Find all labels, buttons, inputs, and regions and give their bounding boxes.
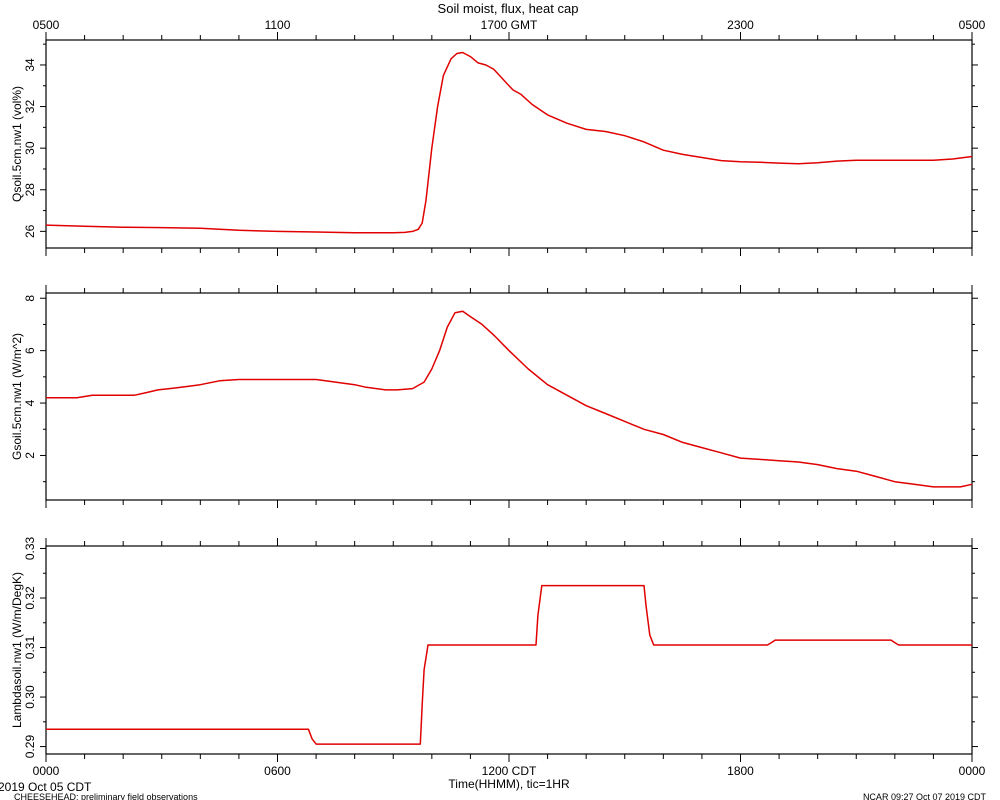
y-tick-label: 6 <box>23 347 37 354</box>
footer-project: CHEESEHEAD: preliminary field observatio… <box>14 792 198 800</box>
bottom-axis-label: 0600 <box>264 764 291 778</box>
top-axis-label: 1100 <box>265 18 291 32</box>
series-line-1 <box>46 584 972 745</box>
y-tick-label: 32 <box>23 100 37 114</box>
y-tick-label: 0.31 <box>23 636 37 660</box>
y-tick-label: 26 <box>23 224 37 238</box>
bottom-axis-label: 1200 CDT <box>482 764 537 778</box>
top-axis-label: 0500 <box>959 18 986 32</box>
x-axis-label: Time(HHMM), tic=1HR <box>448 777 570 791</box>
footer-date: 2019 Oct 05 CDT <box>0 780 92 794</box>
bottom-axis-label: 0000 <box>33 764 60 778</box>
y-tick-label: 0.33 <box>23 536 37 560</box>
series-line-1 <box>45 51 973 234</box>
panel-3: 0.29 0.30 0.31 0.32 0.33 Lambdasoil.nw1 (W/m/… <box>10 536 986 791</box>
top-axis-label: 0500 <box>33 18 60 32</box>
figure-title: Soil moist, flux, heat cap <box>438 1 579 16</box>
footer-credit: NCAR 09:27 Oct 07 2019 CDT <box>863 792 987 800</box>
y-tick-label: 30 <box>23 141 37 155</box>
y-axis-label: Qsoil.5cm.nw1 (vol%) <box>10 86 24 202</box>
y-tick-label: 0.32 <box>23 586 37 610</box>
bottom-axis-label: 0000 <box>959 764 986 778</box>
series-line-1 <box>46 310 973 488</box>
panel-2: 2 4 6 8 Gsoil.5cm.nw1 (W/m^2) <box>10 285 978 508</box>
y-tick-label: 2 <box>23 452 37 459</box>
top-axis-label: 2300 <box>727 18 754 32</box>
y-tick-label: 0.30 <box>23 685 37 709</box>
y-axis-label: Lambdasoil.nw1 (W/m/DegK) <box>10 572 24 728</box>
y-tick-label: 4 <box>23 399 37 406</box>
panel-1: 26 28 30 32 34 Qsoil.5cm.nw1 (vol%) 0500 1100 17… <box>10 18 986 256</box>
y-axis-label: Gsoil.5cm.nw1 (W/m^2) <box>10 333 24 460</box>
y-tick-label: 28 <box>23 183 37 197</box>
y-tick-label: 34 <box>23 58 37 72</box>
bottom-axis-label: 1800 <box>727 764 754 778</box>
top-axis-label: 1700 GMT <box>481 18 538 32</box>
y-tick-label: 8 <box>23 295 37 302</box>
y-tick-label: 0.29 <box>23 735 37 759</box>
